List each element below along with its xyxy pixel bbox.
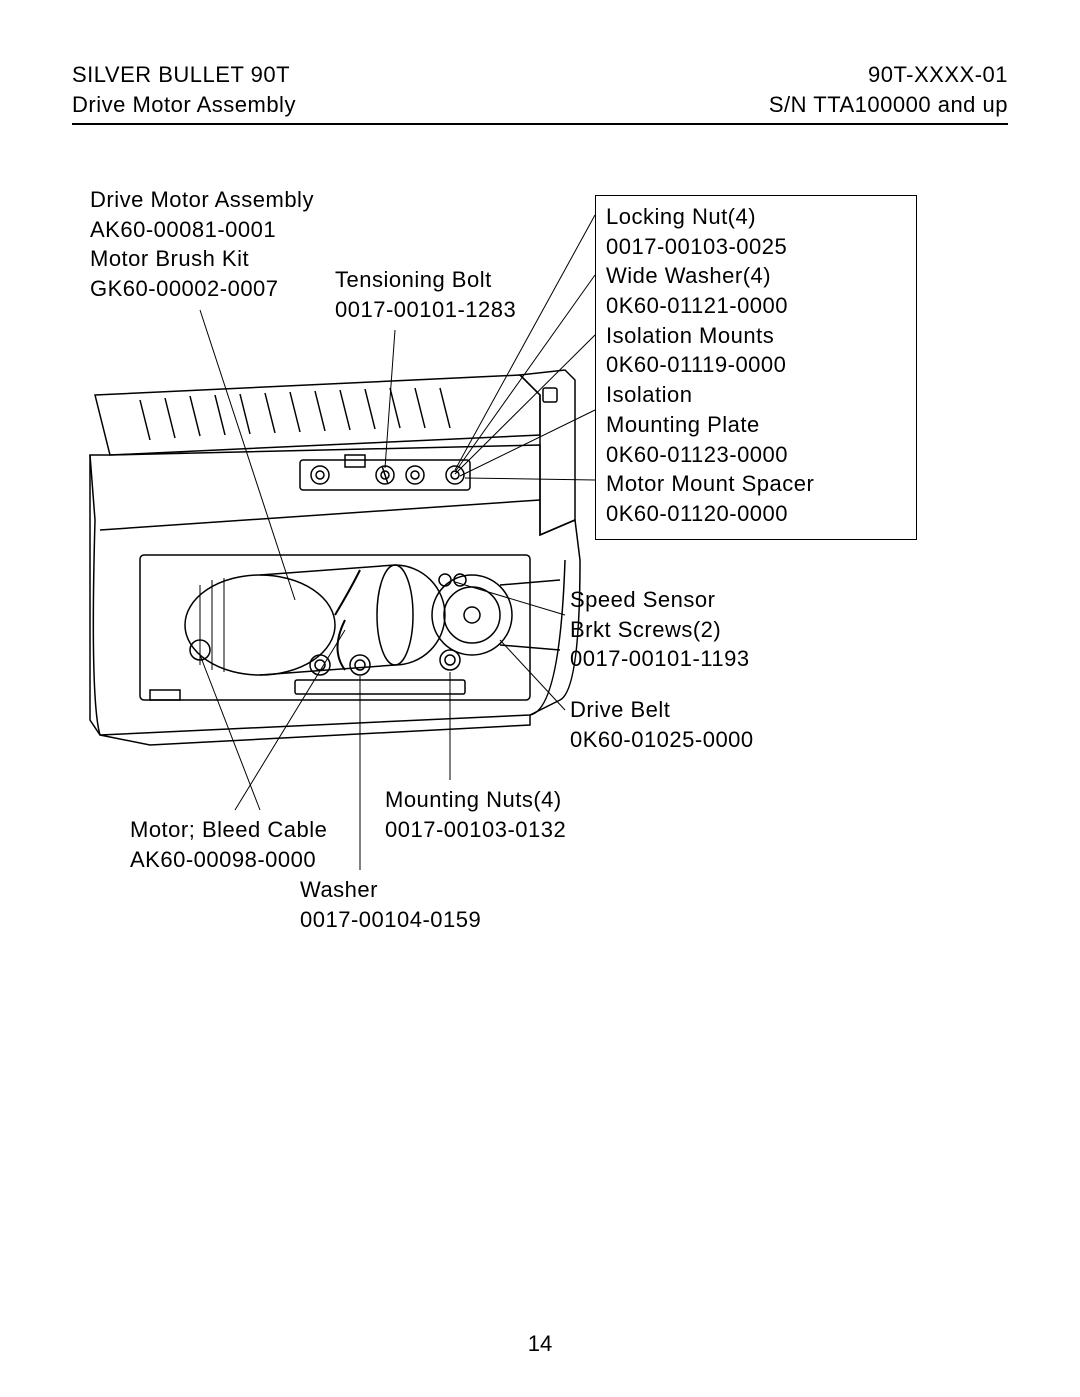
page-number: 14: [0, 1331, 1080, 1357]
assembly-diagram: [0, 0, 1080, 1397]
page: SILVER BULLET 90T 90T-XXXX-01 Drive Moto…: [0, 0, 1080, 1397]
